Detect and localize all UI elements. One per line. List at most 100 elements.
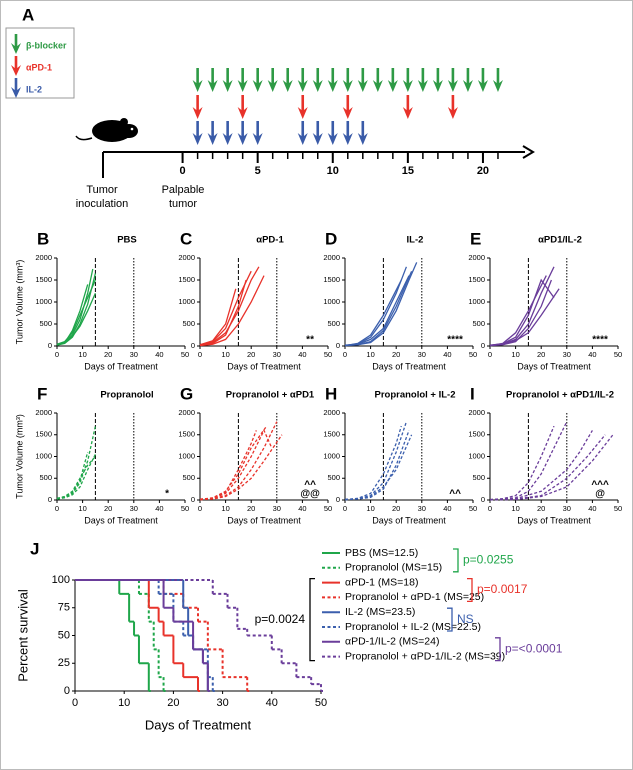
- treatment-arrow: [252, 121, 263, 145]
- x-tick-label: 30: [563, 504, 571, 513]
- x-tick-label: 30: [130, 504, 138, 513]
- growth-curve: [489, 425, 555, 501]
- panel-title: αPD-1: [256, 235, 284, 246]
- treatment-arrow: [357, 68, 368, 92]
- x-tick-label: 40: [298, 350, 306, 359]
- legend-label: αPD-1 (MS=18): [345, 576, 418, 588]
- x-axis-title: Days of Treatment: [372, 515, 446, 525]
- x-tick-label: 20: [104, 504, 112, 513]
- y-tick-label: 1500: [35, 275, 52, 284]
- treatment-arrow: [342, 95, 353, 119]
- x-tick-label: 20: [167, 697, 179, 709]
- legend-label: Propranolol (MS=15): [345, 562, 442, 574]
- y-tick-label: 2000: [468, 408, 485, 417]
- treatment-arrow: [462, 68, 473, 92]
- p-value: p=0.0024: [255, 612, 306, 626]
- x-tick-label: 10: [511, 350, 519, 359]
- x-tick-label: 30: [273, 350, 281, 359]
- y-axis-title: Percent survival: [15, 589, 30, 682]
- x-tick-label: 20: [537, 504, 545, 513]
- y-tick-label: 50: [58, 629, 70, 641]
- panel-title: Propranolol + αPD1/IL-2: [506, 390, 614, 401]
- y-tick-label: 500: [39, 319, 52, 328]
- y-tick-label: 1000: [35, 451, 52, 460]
- x-tick-label: 10: [511, 504, 519, 513]
- treatment-arrow: [387, 68, 398, 92]
- y-tick-label: 500: [182, 473, 195, 482]
- x-axis-title: Days of Treatment: [517, 361, 591, 371]
- treatment-arrow: [297, 68, 308, 92]
- x-tick-label: 10: [366, 350, 374, 359]
- treatment-arrow: [327, 121, 338, 145]
- x-tick-label: 30: [216, 697, 228, 709]
- x-tick-label: 0: [488, 350, 492, 359]
- x-tick-label: 0: [55, 504, 59, 513]
- significance-mark: ^^^: [591, 480, 609, 491]
- x-tick-label: 20: [247, 350, 255, 359]
- x-tick-label: 30: [273, 504, 281, 513]
- y-tick-label: 0: [481, 495, 485, 504]
- x-tick-label: 40: [443, 350, 451, 359]
- treatment-arrow: [192, 68, 203, 92]
- panel-letter: A: [22, 5, 34, 24]
- comparison-bracket: [453, 548, 459, 573]
- x-tick-label: 30: [130, 350, 138, 359]
- treatment-arrow: [447, 68, 458, 92]
- y-axis-title: Tumor Volume (mm³): [14, 414, 24, 499]
- growth-curve: [199, 434, 283, 501]
- x-tick-label: 0: [198, 504, 202, 513]
- annotation: tumor: [169, 198, 197, 210]
- significance-mark: @: [595, 489, 605, 500]
- comparison-bracket: [467, 577, 473, 603]
- treatment-arrow: [447, 95, 458, 119]
- x-tick-label: 40: [155, 350, 163, 359]
- treatment-arrow: [222, 121, 233, 145]
- panel-letter: G: [180, 384, 193, 403]
- y-tick-label: 0: [48, 495, 52, 504]
- annotation: Tumor: [86, 184, 118, 196]
- panel-title: IL-2: [407, 235, 424, 246]
- treatment-arrow: [312, 121, 323, 145]
- comparison-bracket: [309, 577, 315, 662]
- treatment-arrow: [192, 121, 203, 145]
- treatment-arrow: [342, 121, 353, 145]
- growth-curve: [199, 430, 257, 501]
- treatment-arrow: [207, 68, 218, 92]
- x-axis-title: Days of Treatment: [372, 361, 446, 371]
- x-axis-title: Days of Treatment: [145, 717, 252, 732]
- panel-letter: B: [37, 229, 49, 248]
- x-tick-label: 20: [392, 504, 400, 513]
- treatment-arrow: [312, 68, 323, 92]
- significance-mark: *: [165, 489, 169, 500]
- y-tick-label: 1500: [323, 430, 340, 439]
- panel-letter: F: [37, 384, 47, 403]
- y-tick-label: 0: [191, 341, 195, 350]
- comparison-bracket: [495, 637, 501, 662]
- legend-label: IL-2 (MS=23.5): [345, 606, 415, 618]
- x-tick-label: 40: [298, 504, 306, 513]
- legend-label: PBS (MS=12.5): [345, 547, 418, 559]
- y-tick-label: 1000: [468, 451, 485, 460]
- treatment-arrow: [492, 68, 503, 92]
- x-tick-label: 0: [343, 504, 347, 513]
- mouse-icon: [75, 118, 138, 142]
- y-tick-label: 1500: [323, 275, 340, 284]
- y-axis-title: Tumor Volume (mm³): [14, 260, 24, 345]
- treatment-arrow: [432, 68, 443, 92]
- x-tick-label: 50: [614, 350, 622, 359]
- treatment-arrow: [282, 68, 293, 92]
- y-tick-label: 0: [336, 495, 340, 504]
- x-tick-label: 10: [221, 350, 229, 359]
- mouse-eye: [130, 127, 134, 131]
- x-tick-label: 30: [563, 350, 571, 359]
- significance-mark: ****: [592, 335, 608, 346]
- y-tick-label: 1000: [178, 451, 195, 460]
- x-tick-label: 50: [181, 504, 189, 513]
- y-tick-label: 1500: [468, 275, 485, 284]
- x-axis-title: Days of Treatment: [84, 361, 158, 371]
- mouse-body: [92, 120, 132, 142]
- x-tick-label: 20: [247, 504, 255, 513]
- comparison-bracket: [447, 607, 453, 632]
- treatment-arrow: [342, 68, 353, 92]
- treatment-arrow: [192, 95, 203, 119]
